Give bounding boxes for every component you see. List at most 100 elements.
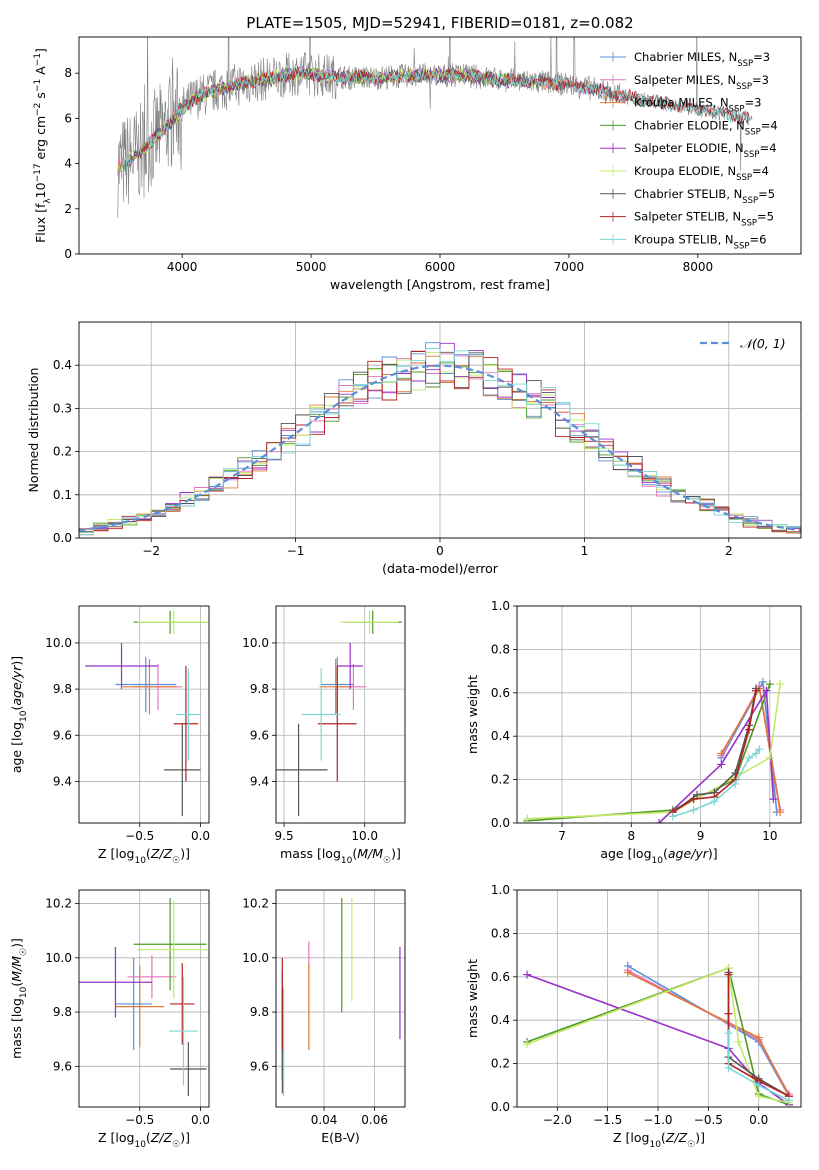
y-tick-label: 8 bbox=[64, 66, 72, 80]
label-part: ( bbox=[9, 982, 24, 987]
x-axis-label: Z [log10(Z/Z☉)] bbox=[613, 1130, 705, 1150]
errorbar-point-salpeter_stelib bbox=[317, 666, 357, 782]
mass-weight-marker bbox=[655, 819, 663, 823]
legend-label-suffix: =4 bbox=[761, 118, 778, 132]
label-part: age [log bbox=[9, 722, 24, 773]
x-tick-label: 10 bbox=[762, 829, 777, 843]
label-part: )] bbox=[9, 938, 24, 948]
y-tick-label: 0.6 bbox=[491, 686, 510, 700]
mass-weight-marker bbox=[745, 725, 754, 734]
mass-weight-marker bbox=[668, 812, 677, 821]
y-tick-label: 1.0 bbox=[491, 883, 510, 897]
mass-weight-marker bbox=[689, 805, 698, 814]
x-axis-label: E(B-V) bbox=[321, 1130, 360, 1145]
axes-frame bbox=[516, 889, 802, 1108]
label-part: erg cm bbox=[33, 116, 48, 164]
errorbar-point-salpeter_elodie bbox=[79, 946, 152, 1018]
legend-label-suffix: =3 bbox=[744, 96, 761, 110]
x-axis-label: Z [log10(Z/Z☉)] bbox=[98, 846, 190, 866]
label-part: )] bbox=[695, 1130, 705, 1145]
mass-weight-marker bbox=[776, 808, 785, 817]
x-axis-label: age [log10(age/yr)] bbox=[600, 846, 717, 866]
y-tick-label: 0.6 bbox=[491, 970, 510, 984]
mass-weight-marker bbox=[776, 680, 785, 689]
mass-weight-marker bbox=[754, 1033, 763, 1042]
figure-title: PLATE=1505, MJD=52941, FIBERID=0181, z=0… bbox=[246, 14, 633, 32]
y-tick-label: 9.8 bbox=[53, 1005, 72, 1019]
label-part: ( bbox=[352, 846, 357, 861]
mass-weight-line-kroupa_stelib bbox=[672, 748, 761, 818]
x-tick-label: −1.0 bbox=[643, 1113, 672, 1127]
label-part: A bbox=[33, 66, 48, 79]
y-tick-label: 10.0 bbox=[45, 951, 72, 965]
y-tick-label: 4 bbox=[64, 157, 72, 171]
label-part: −1 bbox=[33, 79, 43, 92]
label-part: λ bbox=[43, 198, 53, 204]
y-tick-label: 9.4 bbox=[250, 774, 269, 788]
x-tick-label: 0.06 bbox=[361, 1113, 388, 1127]
label-part: Z [log bbox=[613, 1130, 649, 1145]
x-tick-label: 9 bbox=[697, 829, 705, 843]
label-part: ☉ bbox=[687, 1140, 695, 1150]
label-part: )] bbox=[708, 846, 718, 861]
y-tick-label: 9.8 bbox=[250, 682, 269, 696]
mass-weight-marker bbox=[724, 1009, 733, 1018]
mass-weight-line-salpeter_stelib bbox=[672, 690, 757, 813]
x-tick-label: 0.0 bbox=[749, 1113, 768, 1127]
legend-label-sub: SSP bbox=[736, 82, 752, 92]
label-part: ( bbox=[663, 846, 668, 861]
mass-weight-marker bbox=[623, 968, 632, 977]
label-part: ( bbox=[9, 706, 24, 711]
mass-weight-marker bbox=[689, 795, 698, 804]
label-part: ( bbox=[146, 846, 151, 861]
mass-weight-marker bbox=[755, 745, 764, 754]
y-tick-label: 10.2 bbox=[242, 897, 269, 911]
model-spectrum-kroupa_stelib bbox=[123, 67, 750, 170]
label-part: ☉ bbox=[172, 856, 180, 866]
observed-spectrum-group bbox=[117, 37, 753, 218]
y-tick-label: 0 bbox=[64, 247, 72, 261]
label-part: 10 bbox=[134, 856, 146, 866]
mass-weight-marker bbox=[765, 680, 774, 689]
y-tick-label: 6 bbox=[64, 111, 72, 125]
errorbar-point-chabrier_stelib bbox=[170, 1041, 207, 1097]
legend-label-sub: SSP bbox=[745, 127, 761, 137]
mass-weight-marker bbox=[745, 753, 754, 762]
x-tick-label: 0.0 bbox=[191, 829, 210, 843]
mass-weight-marker bbox=[717, 749, 726, 758]
errorbar-point-chabrier_miles bbox=[115, 957, 152, 1051]
y-tick-label: 0.0 bbox=[491, 816, 510, 830]
mass-weight-marker bbox=[754, 1092, 763, 1101]
x-tick-label: 0 bbox=[436, 544, 444, 558]
axes-frame bbox=[275, 605, 406, 824]
legend-label-suffix: =6 bbox=[749, 232, 766, 246]
errorbar-point-kroupa_elodie bbox=[137, 900, 209, 999]
errorbar-point-kroupa_miles bbox=[319, 659, 352, 715]
x-tick-label: 5000 bbox=[296, 260, 327, 274]
x-axis-label: Z [log10(Z/Z☉)] bbox=[98, 1130, 190, 1150]
axes-frame bbox=[516, 605, 802, 824]
label-part: age [log bbox=[600, 846, 651, 861]
errorbar-point-chabrier_miles bbox=[115, 656, 177, 713]
normal-curve bbox=[79, 364, 801, 532]
label-part: M/M bbox=[357, 846, 383, 861]
legend-label: Kroupa ELODIE, NSSP=4 bbox=[634, 164, 769, 183]
label-part: )] bbox=[9, 656, 24, 666]
legend-label-suffix: =3 bbox=[753, 50, 770, 64]
legend-label-main: Chabrier STELIB, N bbox=[634, 187, 742, 201]
mass-weight-marker bbox=[717, 760, 726, 769]
y-axis-label: mass weight bbox=[465, 959, 480, 1038]
label-part: 10 bbox=[19, 710, 29, 722]
legend-label-sub: SSP bbox=[741, 219, 757, 229]
x-tick-label: −2.0 bbox=[543, 1113, 572, 1127]
x-axis-label: (data-model)/error bbox=[382, 561, 499, 576]
errorbar-point-chabrier_stelib bbox=[276, 723, 328, 817]
x-tick-label: −1.5 bbox=[593, 1113, 622, 1127]
y-tick-label: 0.4 bbox=[491, 1013, 510, 1027]
mass-vs-z-points bbox=[79, 898, 209, 1097]
legend-label-main: Kroupa ELODIE, N bbox=[634, 164, 736, 178]
label-part: −17 bbox=[33, 163, 43, 182]
label-part: −1 bbox=[33, 53, 43, 66]
